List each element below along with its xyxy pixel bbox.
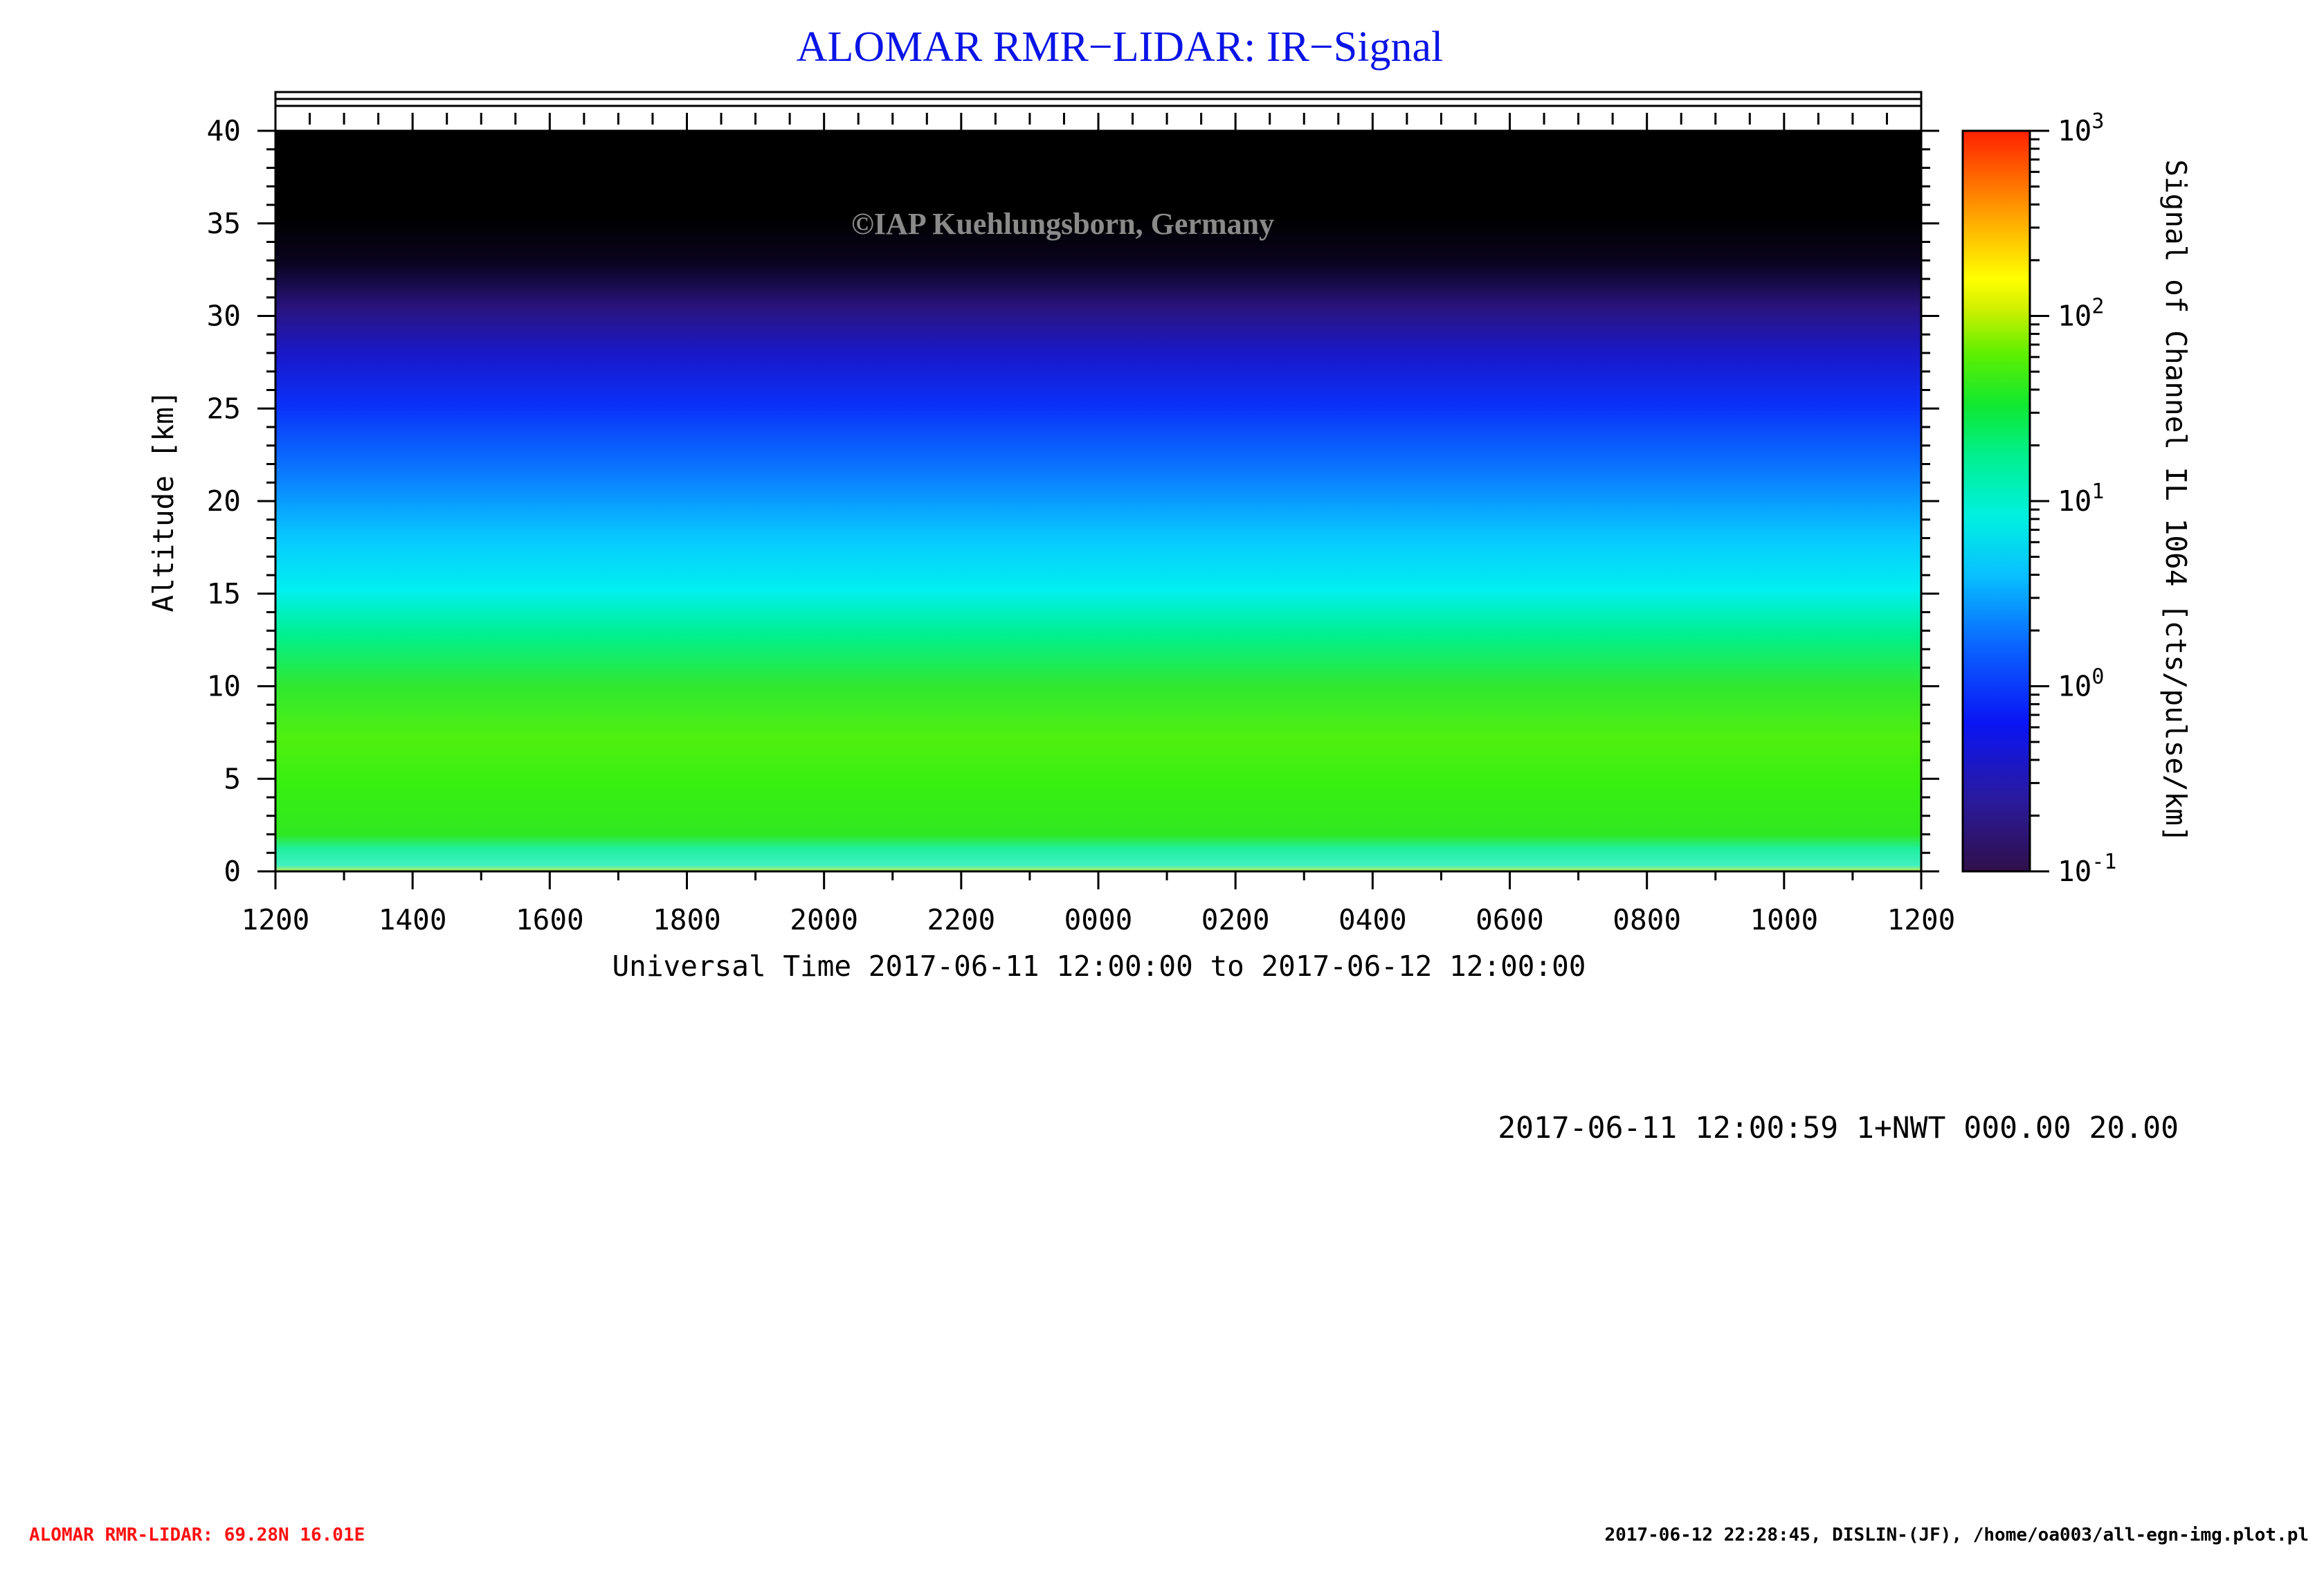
x-tick-label: 2000	[790, 903, 858, 936]
x-tick-label: 0400	[1338, 903, 1407, 936]
y-axis: 0 5 10 15 20 25 30 35 40	[207, 114, 1939, 888]
y-tick-label: 10	[207, 670, 241, 703]
x-tick-label: 1200	[242, 903, 310, 936]
x-tick-label: 2200	[927, 903, 995, 936]
colorbar	[1961, 129, 2031, 873]
x-tick-label: 1600	[516, 903, 584, 936]
y-tick-label: 40	[207, 114, 241, 147]
y-tick-label: 15	[207, 577, 241, 610]
colorbar-tick-label: 102	[2058, 295, 2104, 333]
x-axis-label: Universal Time 2017-06-11 12:00:00 to 20…	[612, 950, 1586, 983]
colorbar-tick-label: 101	[2058, 480, 2104, 518]
x-tick-label: 1200	[1887, 903, 1956, 936]
data-availability-strip	[274, 91, 1923, 132]
colorbar-tick-label: 100	[2058, 665, 2104, 703]
x-tick-label: 1800	[653, 903, 721, 936]
y-axis-label: Altitude [km]	[147, 390, 180, 613]
footer-location: ALOMAR RMR-LIDAR: 69.28N 16.01E	[29, 1525, 365, 1545]
y-tick-label: 30	[207, 300, 241, 333]
colorbar-tick-label: 103	[2058, 109, 2104, 147]
x-tick-label: 0200	[1201, 903, 1270, 936]
chart-title: ALOMAR RMR−LIDAR: IR−Signal	[797, 24, 1444, 71]
y-tick-label: 0	[224, 855, 241, 888]
x-tick-label: 1400	[379, 903, 447, 936]
x-tick-label: 0800	[1613, 903, 1681, 936]
x-tick-label: 1000	[1750, 903, 1818, 936]
colorbar-axis: 103 102 101 100 10-1	[2030, 109, 2117, 888]
y-tick-label: 35	[207, 207, 241, 240]
watermark: ©IAP Kuehlungsborn, Germany	[851, 207, 1274, 241]
info-line: 2017-06-11 12:00:59 1+NWT 000.00 20.00	[1498, 1111, 2179, 1145]
x-tick-label: 0600	[1476, 903, 1544, 936]
strip-ticks	[274, 113, 1923, 131]
colorbar-tick-label: 10-1	[2058, 850, 2117, 888]
y-tick-label: 20	[207, 484, 241, 518]
x-axis: 1200 1400 1600 1800 2000 2200 0000 0200 0400 0600…	[242, 871, 1956, 936]
colorbar-label: Signal of Channel IL 1064 [cts/pulse/km]	[2159, 159, 2193, 842]
heatmap-area	[275, 131, 1921, 871]
x-tick-label: 0000	[1064, 903, 1133, 936]
y-tick-label: 25	[207, 392, 241, 425]
y-tick-label: 5	[224, 762, 241, 795]
footer-plot-info: 2017-06-12 22:28:45, DISLIN-(JF), /home/…	[1605, 1525, 2309, 1545]
